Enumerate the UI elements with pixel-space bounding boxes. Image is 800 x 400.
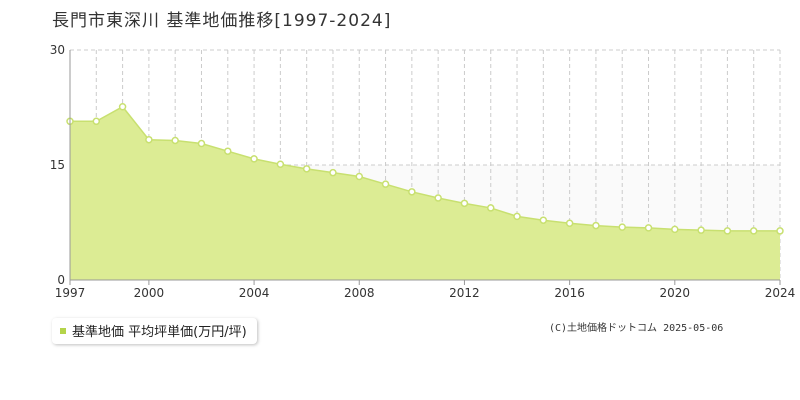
data-point [302, 165, 311, 173]
data-point [592, 221, 600, 230]
x-tick-label: 2024 [765, 286, 796, 300]
data-point [171, 136, 179, 145]
data-point [749, 227, 758, 235]
data-point [381, 180, 390, 188]
x-tick-label: 2020 [660, 286, 691, 300]
data-point [224, 147, 232, 155]
axes [69, 50, 780, 281]
x-tick-labels: 1997 2000 2004 2008 2012 2016 2020 2024 [55, 280, 796, 300]
data-point [250, 155, 258, 163]
x-tick-label: 2008 [344, 286, 375, 300]
data-point [671, 225, 679, 234]
legend: 基準地価 平均坪単価(万円/坪) [52, 318, 257, 344]
data-line [70, 105, 780, 232]
x-tick-label: 1997 [55, 286, 86, 300]
data-point [565, 219, 574, 228]
data-point [92, 117, 101, 126]
data-point [697, 226, 705, 234]
data-points [66, 102, 784, 235]
data-point [776, 227, 784, 235]
data-point [434, 194, 442, 202]
x-tick-label: 2012 [449, 286, 480, 300]
chart-title: 長門市東深川 基準地価推移[1997-2024] [52, 11, 392, 31]
data-point [197, 139, 206, 148]
data-point [145, 135, 153, 144]
data-point [644, 224, 653, 232]
y-tick-label: 30 [50, 43, 65, 57]
x-tick-label: 2000 [134, 286, 165, 300]
area-fill [70, 106, 780, 280]
x-tick-label: 2004 [239, 286, 270, 300]
data-point [408, 188, 416, 196]
y-tick-label: 0 [57, 273, 65, 287]
data-point [118, 102, 127, 111]
legend-swatch [60, 327, 66, 334]
data-point [513, 212, 521, 221]
data-point [618, 223, 626, 231]
y-tick-labels: 0 15 30 [50, 43, 65, 287]
copyright-text: (C)土地価格ドットコム 2025-05-06 [549, 323, 724, 334]
legend-label: 基準地価 平均坪単価(万円/坪) [72, 325, 247, 340]
series-line [70, 105, 780, 232]
data-point [329, 168, 337, 177]
data-point [355, 172, 364, 181]
data-point [539, 216, 548, 224]
data-point [486, 204, 495, 212]
data-point [460, 199, 469, 208]
data-point [276, 160, 285, 168]
x-tick-label: 2016 [554, 286, 585, 300]
data-point [723, 227, 732, 235]
y-tick-label: 15 [50, 158, 65, 172]
data-area [70, 106, 780, 280]
